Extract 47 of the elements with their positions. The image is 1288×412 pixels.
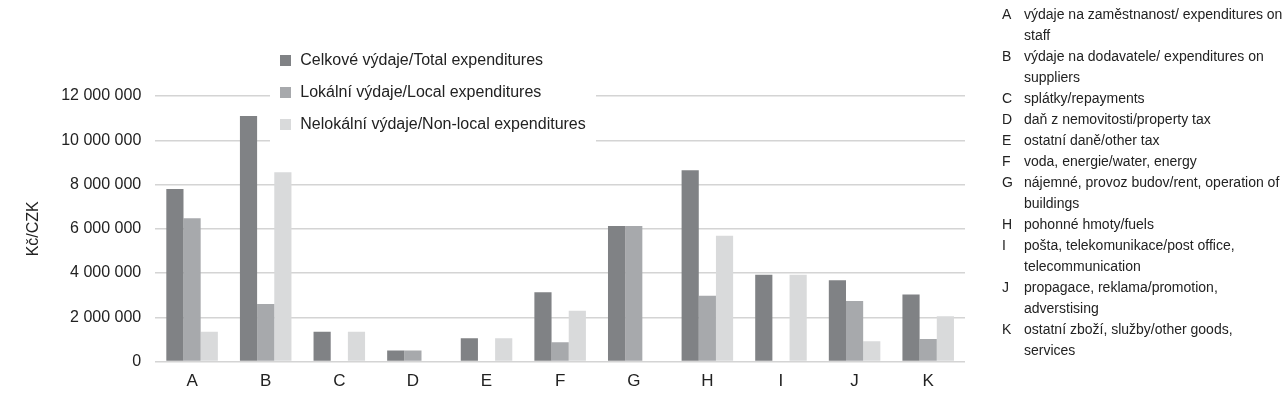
x-tick-label: G [627, 371, 641, 391]
x-tick-label: F [554, 371, 566, 391]
y-tick-label: 0 [132, 352, 142, 370]
bar [681, 170, 699, 361]
x-tick-label: J [850, 371, 859, 391]
bar [625, 225, 643, 361]
text: K ostatní zboží, služby/other goods, services [1002, 320, 1234, 360]
y-tick-label: 8 000 000 [70, 174, 142, 192]
legend-label: Celkové výdaje/Total expenditures [300, 51, 544, 69]
bar [313, 331, 331, 361]
bar [257, 304, 275, 361]
bar [902, 294, 920, 361]
text: F voda, energie/water, energy [1002, 152, 1197, 171]
bar [551, 342, 569, 361]
legend-label: Lokální výdaje/Local expenditures [300, 83, 542, 101]
bar [846, 300, 864, 361]
x-tick-label: E [480, 371, 493, 391]
bar [919, 339, 937, 361]
x-tick-label: H [701, 371, 714, 391]
text: C splátky/repayments [1002, 89, 1145, 108]
x-tick-label: D [406, 371, 420, 391]
y-tick-label: 4 000 000 [70, 263, 142, 281]
text: H pohonné hmoty/fuels [1002, 215, 1154, 234]
x-tick-label: B [260, 371, 272, 391]
y-axis-title: Kč/CZK [24, 200, 42, 257]
bar [828, 280, 846, 361]
x-tick-label: K [922, 371, 935, 391]
bar [387, 350, 405, 361]
bar [183, 218, 201, 361]
bar [607, 225, 626, 361]
bar [239, 115, 258, 361]
bar [404, 350, 422, 361]
bar [166, 188, 184, 361]
x-tick-label: I [778, 371, 784, 391]
x-tick-label: C [333, 371, 346, 391]
bar [755, 274, 773, 361]
x-tick-label: A [186, 371, 199, 391]
y-tick-label: 2 000 000 [70, 307, 142, 325]
y-tick-label: 10 000 000 [61, 130, 142, 148]
text: E ostatní daně/other tax [1002, 131, 1160, 150]
y-tick-label: 6 000 000 [70, 219, 142, 237]
bar [534, 292, 552, 361]
bar [698, 295, 716, 361]
text: D daň z nemovitosti/property tax [1002, 110, 1211, 129]
bar [460, 338, 478, 361]
legend-label: Nelokální výdaje/Non-local expenditures [300, 115, 586, 133]
y-tick-label: 12 000 000 [61, 86, 142, 104]
